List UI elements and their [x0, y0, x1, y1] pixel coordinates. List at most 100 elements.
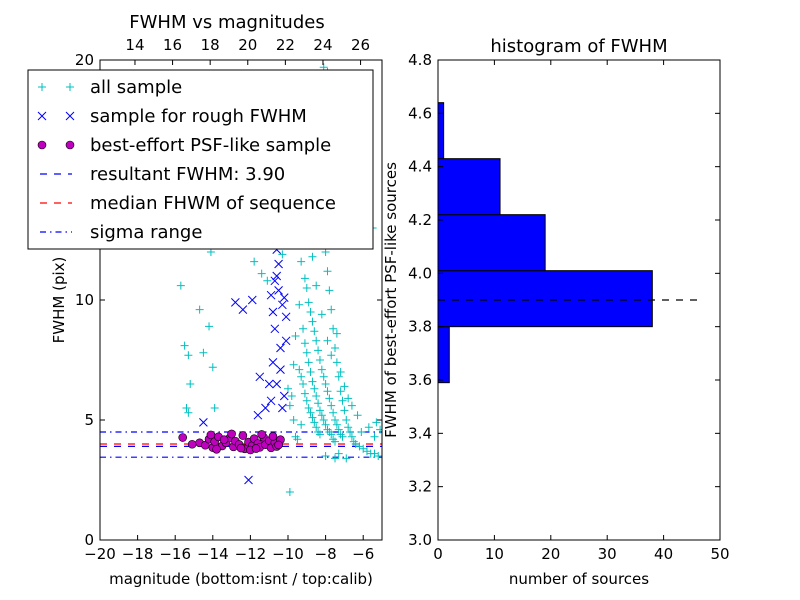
right-plot-area: [437, 102, 698, 384]
rough-sample-point: [281, 336, 291, 346]
rough-sample-point: [276, 343, 285, 353]
left-y-axis-label: FWHM (pix): [50, 257, 68, 344]
all-sample-point: [284, 384, 292, 393]
all-sample-point: [210, 404, 219, 412]
all-sample-point: [312, 281, 321, 290]
all-sample-point: [332, 329, 341, 338]
all-sample-point: [344, 423, 353, 432]
all-sample-point: [327, 305, 336, 314]
psf-sample-point: [268, 432, 278, 441]
all-sample-point: [306, 368, 315, 376]
all-sample-point: [370, 432, 379, 441]
top-x-tick-label: 24: [313, 36, 332, 54]
psf-sample-point: [257, 430, 266, 439]
all-sample-point: [297, 372, 306, 381]
all-sample-point: [297, 257, 306, 266]
all-sample-point: [308, 413, 317, 422]
psf-sample-point: [238, 431, 248, 440]
all-sample-point: [306, 308, 315, 316]
legend-label: best-effort PSF-like sample: [90, 135, 331, 156]
psf-sample-point: [178, 433, 188, 442]
all-sample-point: [186, 380, 195, 388]
top-x-tick-label: 14: [125, 36, 144, 54]
x-tick-label: −18: [122, 545, 154, 563]
rough-sample-point: [247, 295, 257, 305]
rough-sample-point: [238, 305, 248, 314]
all-sample-point: [304, 298, 313, 307]
all-sample-point: [374, 452, 382, 460]
all-sample-point: [295, 300, 304, 309]
all-sample-point: [376, 425, 382, 434]
legend-entries: all sample sample for rough FWHM best-effo…: [37, 77, 336, 243]
all-sample-point: [176, 281, 185, 290]
right-y-tick-label: 4.4: [408, 158, 432, 176]
all-sample-point: [257, 269, 266, 278]
legend-marker: [65, 111, 75, 121]
all-sample-point: [342, 416, 351, 424]
rough-sample-point: [244, 475, 253, 485]
top-x-tick-label: 26: [351, 36, 370, 54]
all-sample-point: [184, 351, 193, 360]
all-sample-point: [308, 317, 317, 326]
all-sample-point: [180, 341, 189, 350]
right-y-tick-label: 4.2: [408, 211, 432, 229]
all-sample-point: [321, 452, 330, 460]
psf-sample-point: [274, 440, 283, 450]
all-sample-point: [278, 250, 287, 259]
left-tick-marks: [99, 59, 382, 541]
all-sample-point: [195, 305, 204, 314]
right-y-tick-labels: 3.0 3.2 3.4 3.6 3.8 4.0 4.2 4.4 4.6 4.8: [408, 51, 432, 549]
all-sample-point: [321, 380, 330, 388]
all-sample-point: [293, 435, 302, 444]
right-x-tick-label: 20: [541, 545, 560, 563]
all-sample-point: [208, 363, 217, 372]
x-tick-label: −14: [197, 545, 229, 563]
all-sample-point: [199, 348, 208, 357]
all-sample-point: [182, 404, 191, 412]
y-tick-label: 5: [84, 411, 94, 429]
right-x-tick-label: 40: [654, 545, 673, 563]
right-y-tick-label: 3.4: [408, 424, 432, 442]
all-sample-point: [340, 406, 349, 415]
all-sample-point: [285, 401, 294, 410]
all-sample-point: [312, 392, 321, 400]
all-sample-point: [310, 418, 319, 427]
all-sample-point: [314, 346, 323, 355]
all-sample-point: [285, 488, 294, 496]
all-sample-point: [299, 380, 308, 388]
all-sample-point: [325, 286, 334, 295]
all-sample-point: [289, 416, 298, 424]
all-sample-point: [302, 284, 311, 292]
all-sample-point: [300, 389, 309, 398]
all-sample-point: [334, 449, 343, 458]
psf-sample-point: [187, 439, 197, 449]
rough-sample-point: [276, 365, 285, 374]
psf-sample-point: [227, 429, 236, 439]
top-x-tick-label: 22: [276, 36, 295, 54]
all-sample-point: [334, 425, 343, 434]
all-sample-point: [299, 324, 308, 333]
all-sample-point: [302, 348, 311, 357]
rough-sample-point: [264, 379, 274, 389]
rough-sample-point: [279, 293, 289, 302]
histogram-bar: [437, 158, 501, 216]
legend-label: resultant FWHM: 3.90: [90, 164, 285, 185]
legend-entry: all sample: [38, 77, 182, 98]
all-sample-point: [291, 332, 300, 340]
left-x-axis-label: magnitude (bottom:isnt / top:calib): [109, 570, 373, 588]
rough-sample-point: [266, 396, 276, 406]
all-sample-point: [332, 358, 341, 367]
all-sample-point: [263, 276, 272, 285]
all-sample-point: [287, 392, 296, 400]
rough-sample-point: [253, 410, 263, 420]
all-sample-point: [317, 365, 326, 374]
legend-marker: [37, 140, 47, 150]
psf-sample-point: [206, 430, 216, 440]
rough-sample-point: [272, 379, 282, 389]
histogram-bar: [437, 326, 450, 384]
all-sample-point: [306, 408, 315, 417]
all-sample-point: [336, 387, 345, 396]
all-sample-point: [315, 356, 324, 364]
all-sample-point: [312, 423, 321, 432]
